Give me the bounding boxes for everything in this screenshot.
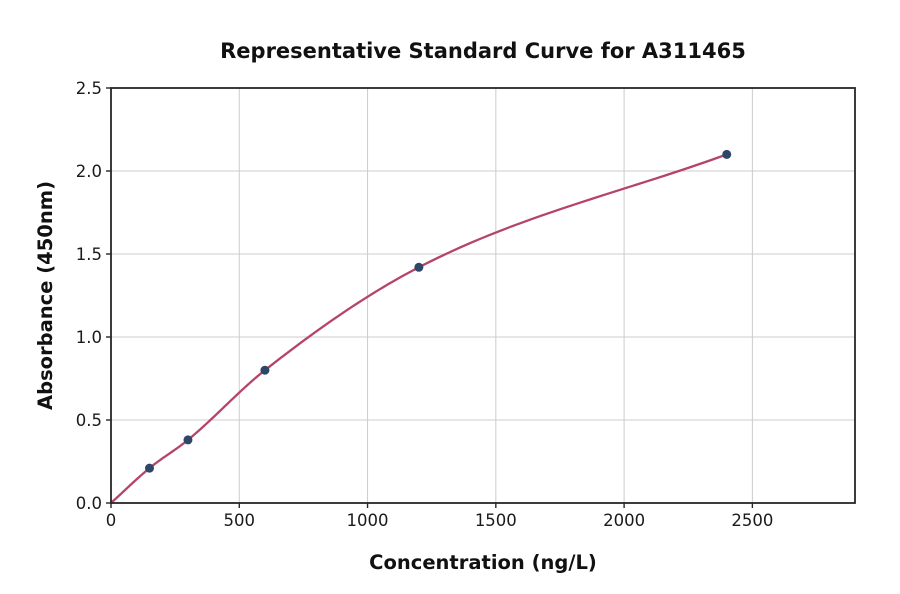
tick-labels-group: 0 500 1000 1500 2000 2500 0.0 0.5 1.0 1.5 2.0 2.5	[76, 79, 774, 530]
x-tick-label-2500: 2500	[731, 511, 773, 530]
x-tick-label-500: 500	[224, 511, 256, 530]
plot-frame	[110, 87, 856, 504]
fit-curve-group	[109, 153, 728, 505]
x-tick-label-1000: 1000	[347, 511, 389, 530]
plot-frame-group	[110, 87, 856, 504]
y-tick-label-1: 1.0	[76, 328, 102, 347]
data-point-3	[260, 365, 270, 375]
data-point-5	[722, 149, 732, 159]
fit-curve	[109, 153, 728, 505]
y-axis-label: Absorbance (450nm)	[34, 181, 57, 410]
data-point-4	[414, 262, 424, 272]
y-tick-label-2: 2.0	[76, 162, 102, 181]
y-tick-label-0.5: 0.5	[76, 411, 102, 430]
data-points-group	[144, 149, 732, 473]
data-point-2	[183, 435, 193, 445]
y-tick-label-0: 0.0	[76, 494, 102, 513]
y-tick-label-1.5: 1.5	[76, 245, 102, 264]
x-tick-label-2000: 2000	[603, 511, 645, 530]
axis-ticks-group	[106, 87, 754, 508]
chart-title: Representative Standard Curve for A31146…	[220, 39, 746, 63]
x-tick-label-1500: 1500	[475, 511, 517, 530]
data-point-1	[144, 463, 154, 473]
x-tick-label-0: 0	[106, 511, 117, 530]
y-tick-label-2.5: 2.5	[76, 79, 102, 98]
x-axis-label: Concentration (ng/L)	[369, 551, 597, 574]
